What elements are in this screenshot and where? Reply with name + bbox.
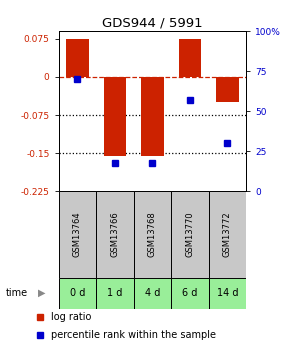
Bar <box>209 191 246 278</box>
Bar <box>134 191 171 278</box>
Bar <box>96 278 134 309</box>
Text: percentile rank within the sample: percentile rank within the sample <box>51 330 216 340</box>
Text: 6 d: 6 d <box>182 288 197 298</box>
Bar <box>171 278 209 309</box>
Bar <box>59 278 96 309</box>
Text: time: time <box>6 288 28 298</box>
Text: 14 d: 14 d <box>217 288 238 298</box>
Bar <box>216 77 239 102</box>
Text: 1 d: 1 d <box>107 288 122 298</box>
Bar <box>171 191 209 278</box>
Text: GSM13766: GSM13766 <box>110 212 119 257</box>
Text: GSM13764: GSM13764 <box>73 212 82 257</box>
Text: GSM13770: GSM13770 <box>185 212 194 257</box>
Text: log ratio: log ratio <box>51 312 91 322</box>
Bar <box>59 191 96 278</box>
Bar <box>209 278 246 309</box>
Bar <box>96 191 134 278</box>
Text: GSM13768: GSM13768 <box>148 212 157 257</box>
Bar <box>134 278 171 309</box>
Text: 0 d: 0 d <box>70 288 85 298</box>
Text: GSM13772: GSM13772 <box>223 212 232 257</box>
Bar <box>66 39 88 77</box>
Text: ▶: ▶ <box>38 288 46 298</box>
Text: 4 d: 4 d <box>145 288 160 298</box>
Title: GDS944 / 5991: GDS944 / 5991 <box>102 17 203 30</box>
Bar <box>104 77 126 156</box>
Bar <box>179 39 201 77</box>
Bar <box>141 77 163 156</box>
